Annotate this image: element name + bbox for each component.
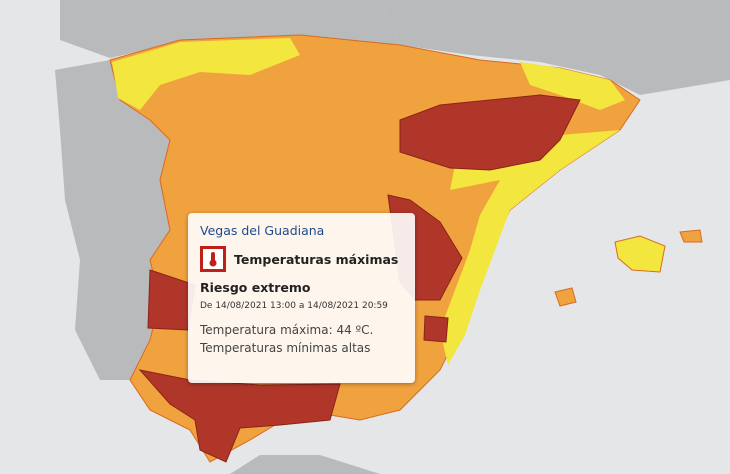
detail: Temperaturas mínimas altas: [200, 341, 371, 355]
portugal: [55, 60, 170, 380]
thermometer: [209, 252, 217, 267]
risk-level: Riesgo extremo: [200, 280, 311, 295]
warning-type: Temperaturas máximas: [234, 251, 399, 267]
yellow-east: [440, 130, 620, 365]
mallorca: [614, 235, 666, 273]
north-land: [60, 0, 400, 58]
africa: [230, 455, 380, 474]
detail: Temperatura máxima: 44 ºC.: [200, 323, 374, 337]
info-popup: Vegas del Guadiana Temperaturas máximas …: [188, 213, 415, 383]
yellow-northeast: [520, 62, 625, 110]
red-aragon: [399, 94, 581, 171]
warning-row: Temperaturas máximas: [200, 246, 405, 272]
red-andalusia: [138, 369, 341, 463]
menorca: [679, 229, 703, 243]
ibiza: [554, 287, 577, 307]
red-murcia: [423, 315, 449, 343]
france: [380, 0, 730, 95]
zone-title: Vegas del Guadiana: [200, 223, 325, 238]
yellow-north: [112, 38, 300, 110]
period: De 14/08/2021 13:00 a 14/08/2021 20:59: [200, 301, 388, 311]
warning-icon: [200, 246, 226, 272]
